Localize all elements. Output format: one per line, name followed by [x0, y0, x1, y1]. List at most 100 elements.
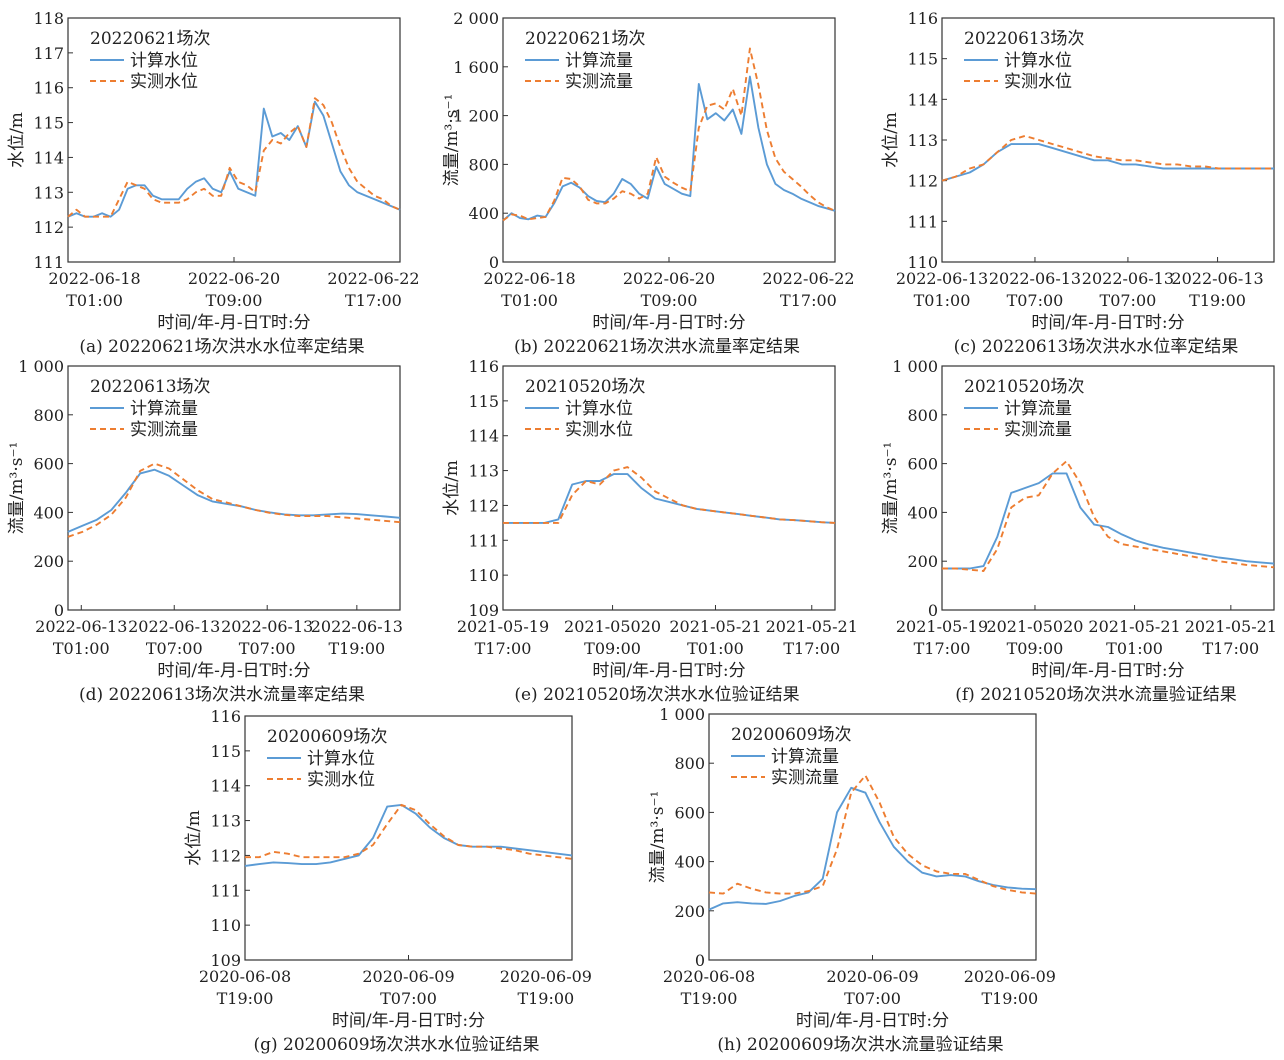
x-tick-label: T19:00	[328, 639, 385, 658]
legend-entry: 实测流量	[565, 72, 633, 92]
y-tick-label: 112	[907, 172, 938, 191]
x-tick-label: 2022-06-22	[762, 269, 854, 288]
y-tick-label: 109	[468, 601, 499, 620]
y-tick-label: 600	[33, 455, 64, 474]
series-line-calc	[502, 75, 836, 222]
y-tick-label: 600	[907, 455, 938, 474]
x-tick-label: 2022-06-20	[188, 269, 280, 288]
y-tick-label: 111	[210, 881, 241, 900]
legend-entry: 计算水位	[565, 399, 633, 419]
x-tick-label: T01:00	[501, 291, 558, 310]
x-tick-label: T17:00	[345, 291, 402, 310]
legend-entry: 计算流量	[1004, 399, 1072, 419]
x-tick-label: 2021-05020	[564, 617, 661, 636]
y-tick-label: 112	[468, 496, 499, 515]
y-tick-label: 600	[674, 803, 705, 822]
legend-entry: 计算水位	[130, 51, 198, 71]
plot-frame	[708, 713, 1037, 961]
y-axis-label: 水位/m	[184, 810, 204, 866]
x-tick-label: 2022-06-13	[35, 617, 127, 636]
event-label: 20200609场次	[731, 725, 852, 745]
legend-entry: 实测流量	[130, 420, 198, 440]
series-line-calc	[244, 803, 573, 867]
panel-caption: (h) 20200609场次洪水流量验证结果	[717, 1035, 1003, 1055]
y-tick-label: 110	[210, 916, 241, 935]
y-tick-label: 400	[468, 204, 499, 223]
panel-c: 110 111 112 113 114 115 116 2022-06-13 T01:00 202…	[881, 9, 1275, 357]
x-tick-label: 2020-06-09	[500, 967, 592, 986]
y-axis-label: 流量/m³·s⁻¹	[881, 442, 901, 535]
x-tick-label: 2022-06-13	[128, 617, 220, 636]
legend-entry: 计算流量	[771, 747, 839, 767]
x-tick-label: T17:00	[914, 639, 971, 658]
x-tick-label: T19:00	[981, 989, 1038, 1008]
y-tick-label: 1 200	[453, 107, 499, 126]
x-tick-label: T01:00	[1106, 639, 1163, 658]
y-tick-label: 116	[907, 9, 938, 28]
panel-caption: (b) 20220621场次洪水流量率定结果	[514, 337, 800, 357]
panel-caption: (g) 20200609场次洪水水位验证结果	[253, 1035, 539, 1055]
x-tick-label: 2021-05-21	[766, 617, 858, 636]
x-tick-label: T19:00	[217, 989, 274, 1008]
y-axis-label: 流量/m³·s⁻¹	[7, 442, 27, 535]
x-tick-label: 2021-05-21	[1088, 617, 1180, 636]
y-tick-label: 800	[674, 754, 705, 773]
y-tick-label: 117	[33, 44, 64, 63]
x-tick-label: T07:00	[1100, 291, 1157, 310]
x-axis-label: 时间/年-月-日T时:分	[796, 1011, 949, 1031]
y-tick-label: 111	[33, 253, 64, 272]
legend-entry: 实测流量	[771, 768, 839, 788]
legend-entry: 计算流量	[565, 51, 633, 71]
y-tick-label: 118	[33, 9, 64, 28]
x-tick-label: T07:00	[844, 989, 901, 1008]
x-tick-label: T07:00	[1007, 291, 1064, 310]
legend-entry: 实测流量	[1004, 420, 1072, 440]
y-tick-label: 400	[674, 853, 705, 872]
legend-entry: 实测水位	[130, 72, 198, 92]
x-tick-label: T17:00	[475, 639, 532, 658]
legend-entry: 计算流量	[130, 399, 198, 419]
x-tick-label: T07:00	[146, 639, 203, 658]
series-line-meas	[245, 803, 573, 860]
plot-frame	[244, 715, 573, 961]
event-label: 20220613场次	[964, 29, 1085, 49]
x-tick-label: T17:00	[780, 291, 837, 310]
y-tick-label: 200	[33, 552, 64, 571]
y-tick-label: 0	[54, 601, 64, 620]
y-tick-label: 800	[468, 155, 499, 174]
y-tick-label: 2 000	[453, 9, 499, 28]
y-tick-label: 114	[33, 148, 64, 167]
legend-entry: 计算水位	[307, 749, 375, 769]
series-line-meas	[941, 134, 1274, 182]
plot-frame	[67, 17, 401, 263]
y-tick-label: 113	[210, 812, 241, 831]
y-tick-label: 800	[33, 406, 64, 425]
x-axis-label: 时间/年-月-日T时:分	[332, 1011, 485, 1031]
y-tick-label: 200	[907, 552, 938, 571]
series-line-meas	[67, 97, 401, 218]
y-tick-label: 0	[695, 951, 705, 970]
event-label: 20210520场次	[964, 377, 1085, 397]
legend-entry: 实测水位	[307, 770, 375, 790]
panel-h: 0 200 400 600 800 1 000 2020-06-08 T19:00 2020-0…	[648, 705, 1056, 1055]
y-tick-label: 400	[907, 503, 938, 522]
x-tick-label: 2021-05-21	[1185, 617, 1277, 636]
event-label: 20210520场次	[525, 377, 646, 397]
x-axis-label: 时间/年-月-日T时:分	[157, 313, 310, 333]
series-line-meas	[503, 466, 836, 524]
x-tick-label: T19:00	[681, 989, 738, 1008]
x-tick-label: 2022-06-20	[623, 269, 715, 288]
y-tick-label: 114	[468, 427, 499, 446]
x-tick-label: 2021-05-19	[896, 617, 988, 636]
x-tick-label: T01:00	[66, 291, 123, 310]
y-tick-label: 116	[468, 357, 499, 376]
y-tick-label: 1 000	[659, 705, 705, 724]
panel-b: 0 400 800 1 200 1 600 2 000 2022-06-18 T01:00 20…	[442, 9, 855, 357]
series-line-meas	[502, 47, 836, 222]
x-tick-label: 2021-05-21	[669, 617, 761, 636]
y-tick-label: 114	[210, 777, 241, 796]
series-line-calc	[941, 143, 1274, 182]
x-tick-label: T19:00	[1189, 291, 1246, 310]
x-tick-label: 2021-05020	[986, 617, 1083, 636]
